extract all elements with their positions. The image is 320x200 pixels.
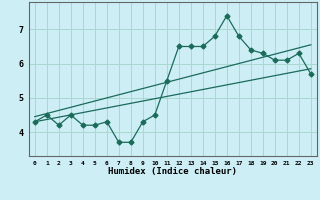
X-axis label: Humidex (Indice chaleur): Humidex (Indice chaleur) [108,167,237,176]
